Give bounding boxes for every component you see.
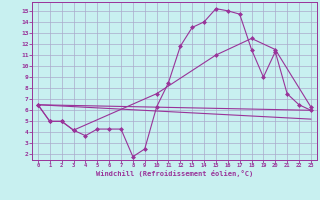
X-axis label: Windchill (Refroidissement éolien,°C): Windchill (Refroidissement éolien,°C) (96, 170, 253, 177)
